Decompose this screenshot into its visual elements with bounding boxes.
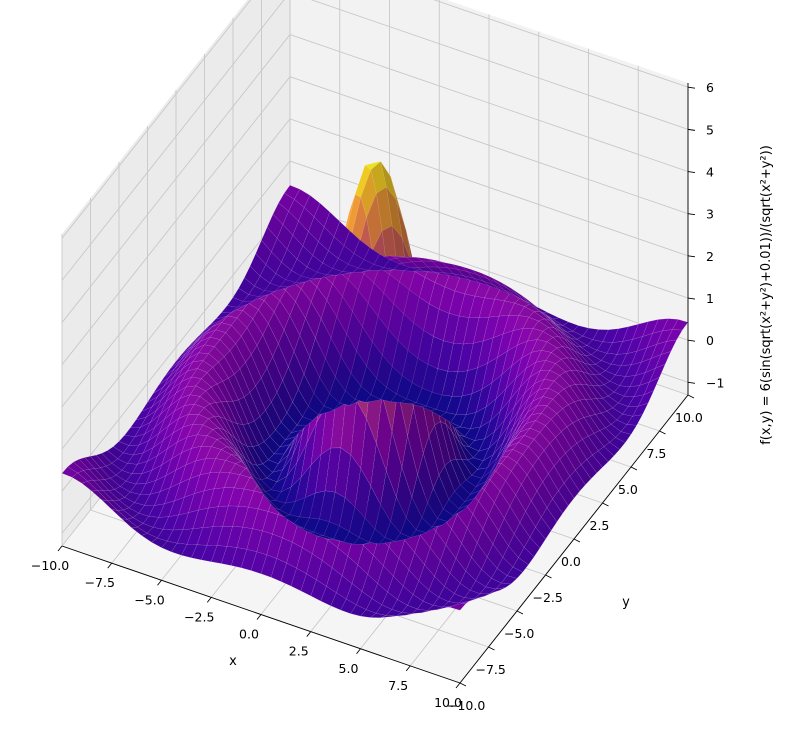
x-tick-label-mark (157, 579, 162, 586)
x-tick-label: 7.5 (388, 678, 408, 693)
z-tick-label-mark (687, 297, 696, 300)
y-tick-label: −7.5 (476, 662, 506, 677)
z-tick-label: −1 (706, 375, 724, 390)
z-tick-label: 6 (706, 80, 714, 95)
surface-patch (523, 299, 539, 309)
surface-patch (333, 221, 350, 246)
surface-patch (353, 239, 370, 260)
y-tick-label-mark (516, 610, 524, 615)
x-tick-label-mark (356, 648, 361, 655)
surface-patch (662, 318, 679, 332)
surface-patch (433, 271, 450, 276)
y-tick-label-mark (573, 538, 581, 543)
y-tick-label: −2.5 (533, 590, 563, 605)
surface-patch (373, 253, 390, 268)
gridline-back-z (433, 0, 689, 88)
y-tick-label-mark (602, 502, 609, 507)
y-tick-label: 10.0 (675, 410, 703, 425)
gridline-side-z (61, 160, 291, 450)
y-tick-label: 7.5 (647, 446, 667, 461)
x-tick-label-mark (107, 562, 113, 569)
y-tick-label: 5.0 (618, 482, 638, 497)
z-tick-label-mark (687, 381, 696, 384)
z-tick-label: 1 (706, 291, 714, 306)
gridline-back-z (289, 76, 689, 215)
x-axis-label: x (229, 654, 237, 669)
y-tick-label-mark (687, 394, 695, 399)
gridline-side-z (61, 34, 291, 323)
x-tick-label: 5.0 (339, 661, 359, 676)
gridline-side-z (61, 118, 291, 408)
x-tick-label-mark (306, 631, 312, 637)
gridline-back-z (289, 160, 689, 299)
surface-patch (284, 185, 301, 200)
surface-patch (552, 317, 569, 326)
y-tick-label: −10.0 (447, 698, 485, 713)
surface-patch (343, 230, 360, 254)
x-tick-label-mark (405, 665, 411, 672)
x-tick-label: −10.0 (31, 558, 69, 573)
gridline-side-z (61, 202, 291, 492)
surface-patch (383, 259, 400, 270)
surface-plot (61, 161, 689, 618)
surface-patch (532, 306, 549, 314)
z-tick-label-mark (687, 255, 696, 258)
surface-patch (493, 284, 510, 294)
x-tick-label: 0.0 (239, 627, 259, 642)
surface-patch (363, 247, 380, 265)
surface-patch (473, 277, 490, 286)
tick-labels: −10.0−7.5−5.0−2.50.02.55.07.510.0−10.0−7… (31, 80, 725, 713)
z-tick-label: 2 (706, 249, 714, 264)
z-tick-label-mark (687, 86, 696, 89)
z-tick-label: 4 (706, 165, 714, 180)
gridline-side-z (61, 76, 291, 365)
y-axis-label: y (622, 595, 630, 610)
y-tick-label-mark (459, 682, 467, 687)
x-tick-label: −2.5 (184, 609, 214, 624)
y-tick-label-mark (488, 646, 495, 651)
y-tick-label: 0.0 (561, 554, 581, 569)
z-tick-label-mark (687, 213, 696, 216)
y-tick-label: −5.0 (504, 626, 534, 641)
y-tick-label: 2.5 (590, 518, 610, 533)
x-tick-label-mark (206, 597, 212, 603)
y-tick-label-mark (659, 430, 666, 435)
y-tick-label-mark (545, 574, 552, 579)
surface-patch (453, 273, 470, 280)
gridline-back-z (289, 118, 689, 257)
z-tick-label-mark (687, 171, 696, 173)
z-tick-label: 5 (706, 122, 714, 137)
x-tick-label-mark (455, 682, 461, 689)
x-tick-label-mark (57, 545, 63, 552)
surface-patch (483, 281, 500, 290)
gridline-side-z (61, 0, 252, 239)
x-tick-label: 10.0 (434, 695, 462, 710)
surface-patch (572, 325, 589, 337)
z-tick-label-mark (687, 128, 696, 131)
x-tick-label: 2.5 (289, 644, 309, 659)
y-tick-label-mark (630, 466, 638, 471)
gridline-side-z (61, 0, 285, 281)
gridline-back-z (310, 0, 689, 130)
surface-patch (562, 321, 579, 332)
gridline-back-z (289, 34, 689, 172)
z-tick-label: 3 (706, 207, 714, 222)
z-tick-label-mark (687, 339, 696, 342)
x-tick-label: −5.0 (134, 592, 164, 607)
surface-patch (413, 269, 430, 273)
z-axis-label: f(x,y) = 6(sin(sqrt(x²+y²)+0.01))/(sqrt(… (759, 145, 774, 445)
z-tick-label: 0 (706, 333, 714, 348)
surface-patch (313, 202, 331, 228)
surface-patch (463, 275, 480, 283)
x-tick-label-mark (256, 614, 262, 620)
x-tick-label: −7.5 (85, 575, 115, 590)
